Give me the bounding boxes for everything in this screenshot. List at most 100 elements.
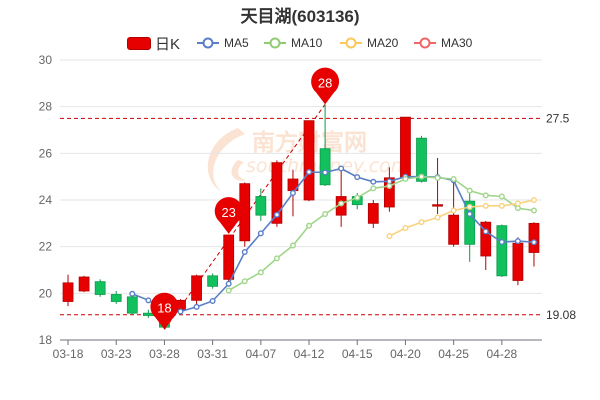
chart-legend: 日K MA5 MA10 MA20 MA30: [0, 33, 600, 53]
x-tick-label: 04-15: [342, 347, 373, 361]
ma10-point: [530, 207, 537, 214]
ma10-point: [402, 175, 409, 182]
ma10-point: [306, 222, 313, 229]
y-tick-label: 20: [39, 286, 53, 300]
x-tick-label: 04-28: [486, 347, 517, 361]
marker-pin: [214, 197, 243, 234]
legend-item-k[interactable]: 日K: [127, 33, 180, 53]
ma20-point: [514, 200, 521, 207]
y-tick-label: 22: [39, 240, 53, 254]
ma10-point: [450, 175, 457, 182]
ma10-point: [482, 192, 489, 199]
x-tick-label: 03-18: [53, 347, 84, 361]
ma5-point: [354, 174, 361, 181]
x-tick-label: 03-31: [197, 347, 228, 361]
marker-pin: [311, 67, 340, 105]
candle-body: [303, 120, 315, 201]
ma20-point: [530, 196, 537, 203]
reference-lines: 27.5 19.08: [60, 104, 576, 330]
y-tick-label: 28: [39, 100, 53, 114]
candle-body: [512, 242, 524, 281]
legend-item-ma20[interactable]: MA20: [339, 33, 398, 53]
ma10-point: [466, 187, 473, 194]
ma20-point: [498, 202, 505, 209]
candle-body: [207, 275, 219, 287]
ma10-point: [273, 255, 280, 262]
ma5-point: [129, 290, 136, 297]
ma5-point: [306, 168, 313, 175]
candle-body: [78, 276, 90, 292]
ma5-point: [514, 238, 521, 245]
ma5-point: [193, 303, 200, 310]
candle-body: [319, 148, 331, 186]
candle-body: [223, 234, 235, 280]
moving-average-lines: [129, 165, 537, 315]
marker-label: 28: [318, 75, 332, 90]
x-tick-label: 03-23: [101, 347, 132, 361]
ma20-point: [434, 214, 441, 221]
ma10-point: [322, 210, 329, 217]
x-axis: 03-18 03-23 03-28 03-31 04-07 04-12 04-15 04-20…: [53, 339, 542, 361]
legend-item-ma5[interactable]: MA5: [196, 33, 249, 53]
ma5-point: [177, 308, 184, 315]
x-tick-label: 04-07: [245, 347, 276, 361]
candle-body: [110, 294, 122, 302]
price-markers: 18 23 28: [150, 67, 340, 330]
ma10-point: [386, 182, 393, 189]
y-tick-label: 18: [39, 333, 53, 347]
ma5-point: [257, 230, 264, 237]
ma5-point: [498, 238, 505, 245]
candle-body: [528, 222, 540, 253]
x-tick-label: 04-20: [390, 347, 421, 361]
ma5-point: [145, 297, 152, 304]
candle-body: [383, 177, 395, 208]
ma10-point: [354, 194, 361, 201]
candle-body: [271, 162, 283, 224]
ma5-point: [370, 178, 377, 185]
candle-body: [255, 196, 267, 216]
ma20-line: [389, 199, 535, 237]
legend-label-k: 日K: [155, 35, 181, 53]
candle-body: [464, 200, 476, 245]
legend-item-ma30[interactable]: MA30: [413, 33, 472, 53]
ma5-point: [338, 165, 345, 172]
candle-body: [432, 204, 443, 207]
chart-title: 天目湖(603136): [240, 7, 360, 26]
ma10-point: [289, 242, 296, 249]
marker-label: 23: [221, 205, 235, 220]
ma10-point: [225, 287, 232, 294]
ma5-point: [482, 228, 489, 235]
candle-body: [367, 203, 379, 224]
ma20-point: [450, 207, 457, 214]
legend-label-ma30: MA30: [441, 36, 473, 50]
ma20-point: [402, 224, 409, 231]
candle-body: [62, 282, 74, 302]
legend-item-ma10[interactable]: MA10: [263, 33, 322, 53]
price-marker: 28: [311, 67, 340, 105]
y-tick-label: 26: [39, 146, 53, 160]
ma10-point: [257, 269, 264, 276]
ma20-point: [466, 203, 473, 210]
ma5-point: [273, 211, 280, 218]
reference-line-label: 27.5: [546, 111, 570, 125]
ma20-point: [418, 219, 425, 226]
y-tick-label: 30: [39, 53, 53, 67]
x-tick-label: 03-28: [149, 347, 180, 361]
ma5-point: [209, 298, 216, 305]
candle-body: [126, 296, 138, 314]
candle-body: [94, 281, 106, 295]
ma5-point: [530, 239, 537, 246]
candle-body: [142, 312, 154, 316]
price-marker: 23: [214, 197, 243, 234]
ma10-point: [241, 278, 248, 285]
candle-body: [191, 275, 202, 301]
ma5-point: [386, 178, 393, 185]
x-tick-label: 04-25: [438, 347, 469, 361]
ma5-point: [322, 169, 329, 176]
line-legend-icon: [414, 37, 436, 49]
price-marker: 18: [150, 292, 179, 330]
ma20-point: [482, 202, 489, 209]
reference-line-label: 19.08: [546, 308, 576, 322]
ma10-point: [338, 200, 345, 207]
